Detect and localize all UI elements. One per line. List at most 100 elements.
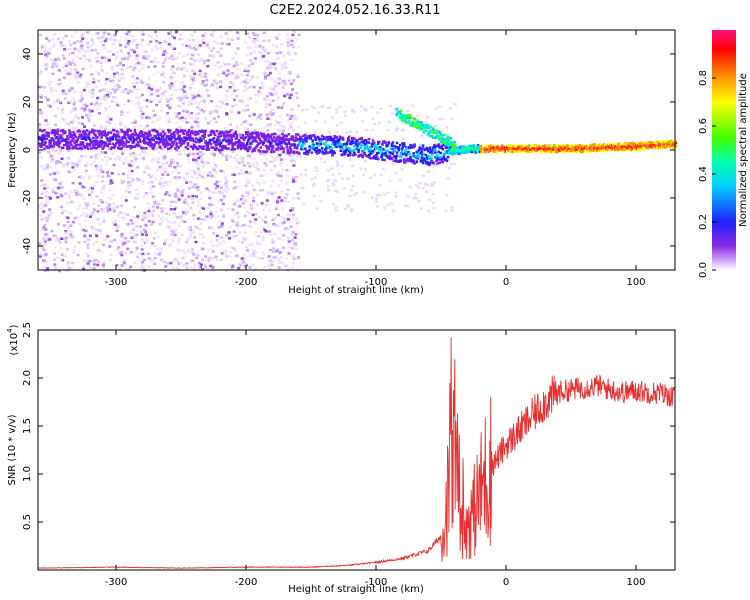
heatmap-ridge-cell	[430, 157, 433, 160]
heatmap-ridge-cell	[552, 144, 556, 147]
heatmap-noise-cell	[174, 192, 177, 196]
heatmap-noise-cell	[177, 262, 181, 265]
heatmap-ridge-cell	[194, 133, 197, 137]
heatmap-noise-cell	[281, 104, 285, 107]
heatmap-noise-cell	[172, 176, 176, 180]
heatmap-ridge-cell	[161, 137, 165, 140]
heatmap-ridge-cell	[527, 144, 531, 147]
heatmap-noise-cell	[173, 257, 177, 261]
heatmap-noise-cell	[354, 192, 358, 195]
heatmap-noise-cell	[244, 238, 248, 241]
heatmap-noise-cell	[43, 224, 47, 227]
heatmap-noise-cell	[51, 38, 55, 41]
heatmap-noise-cell	[66, 261, 70, 264]
heatmap-noise-cell	[174, 195, 177, 198]
heatmap-noise-cell	[160, 166, 164, 170]
heatmap-ridge-cell	[81, 135, 85, 138]
heatmap-noise-cell	[85, 215, 89, 218]
heatmap-noise-cell	[222, 197, 226, 201]
heatmap-noise-cell	[147, 77, 151, 80]
heatmap-ridge-cell	[158, 140, 162, 144]
heatmap-ridge-cell	[486, 148, 489, 151]
heatmap-ridge-cell	[319, 140, 323, 143]
heatmap-noise-cell	[215, 41, 219, 45]
heatmap-noise-cell	[341, 177, 344, 180]
heatmap-noise-cell	[225, 77, 229, 80]
heatmap-noise-cell	[221, 153, 225, 157]
heatmap-ridge-cell	[354, 153, 357, 156]
heatmap-ridge-cell	[264, 139, 268, 142]
heatmap-ridge	[38, 107, 677, 167]
heatmap-noise-cell	[160, 207, 163, 210]
heatmap-noise-cell	[82, 267, 86, 271]
heatmap-noise-cell	[122, 217, 126, 220]
heatmap-noise-cell	[281, 207, 285, 210]
heatmap-noise-cell	[177, 104, 181, 108]
heatmap-noise-cell	[283, 196, 287, 199]
heatmap-noise-cell	[108, 205, 111, 208]
heatmap-noise-cell	[378, 193, 382, 197]
heatmap-noise-cell	[264, 75, 268, 78]
heatmap-noise-cell	[271, 43, 275, 47]
heatmap-noise-cell	[264, 102, 268, 106]
heatmap-noise-cell	[104, 36, 108, 40]
heatmap-noise-cell	[173, 112, 177, 115]
heatmap-noise-cell	[74, 68, 77, 71]
heatmap-ridge-cell	[332, 140, 335, 144]
heatmap-noise-cell	[268, 103, 272, 106]
heatmap-noise-cell	[189, 57, 193, 60]
heatmap-noise-cell	[66, 47, 70, 51]
heatmap-noise-cell	[254, 166, 258, 169]
heatmap-noise-cell	[88, 110, 92, 114]
heatmap-noise-cell	[225, 158, 229, 161]
heatmap-ridge-cell	[377, 157, 380, 161]
heatmap-noise-cell	[71, 108, 75, 112]
heatmap-noise-cell	[116, 214, 120, 218]
heatmap-noise-cell	[178, 216, 182, 219]
heatmap-ridge-cell	[506, 150, 509, 153]
heatmap-noise-cell	[127, 162, 131, 166]
heatmap-noise-cell	[168, 106, 172, 109]
heatmap-noise-cell	[191, 53, 194, 57]
heatmap-noise-cell	[179, 165, 183, 168]
heatmap-noise-cell	[93, 184, 97, 187]
heatmap-noise-cell	[176, 248, 180, 251]
heatmap-noise-cell	[169, 261, 173, 265]
heatmap-ridge-cell	[98, 129, 101, 133]
heatmap-ridge-cell	[332, 150, 335, 153]
heatmap-noise-cell	[170, 93, 174, 97]
heatmap-noise-cell	[50, 160, 54, 164]
heatmap-noise-cell	[211, 244, 215, 248]
heatmap-ridge-cell	[147, 137, 150, 140]
heatmap-ridge-cell	[132, 137, 136, 141]
heatmap-noise-cell	[77, 81, 80, 84]
heatmap-noise-cell	[240, 123, 244, 126]
heatmap-ridge-cell	[153, 144, 156, 147]
heatmap-noise-cell	[264, 215, 268, 219]
heatmap-noise-cell	[158, 182, 162, 185]
heatmap-noise-cell	[47, 127, 51, 130]
heatmap-noise-cell	[348, 158, 352, 161]
heatmap-noise-cell	[181, 189, 185, 192]
heatmap-noise-cell	[187, 195, 191, 198]
heatmap-ridge-cell	[309, 137, 312, 140]
heatmap-ridge-cell	[344, 145, 348, 149]
heatmap-noise-cell	[94, 48, 98, 52]
heatmap-ridge-cell	[223, 131, 226, 134]
heatmap-ridge-cell	[352, 153, 355, 157]
heatmap-noise-cell	[50, 187, 54, 191]
heatmap-noise-cell	[156, 160, 160, 164]
heatmap-noise-cell	[197, 261, 201, 265]
heatmap-noise-cell	[246, 69, 250, 73]
heatmap-noise-cell	[104, 108, 108, 112]
heatmap-noise-cell	[430, 184, 434, 187]
heatmap-ridge-cell	[380, 155, 383, 158]
heatmap-noise-cell	[69, 100, 73, 104]
heatmap-noise-cell	[162, 71, 166, 74]
heatmap-noise-cell	[132, 39, 136, 42]
heatmap-noise-cell	[194, 225, 198, 228]
heatmap-noise-cell	[177, 238, 181, 241]
heatmap-noise-cell	[279, 124, 283, 127]
heatmap-noise-cell	[245, 182, 249, 185]
heatmap-noise-cell	[71, 58, 75, 61]
